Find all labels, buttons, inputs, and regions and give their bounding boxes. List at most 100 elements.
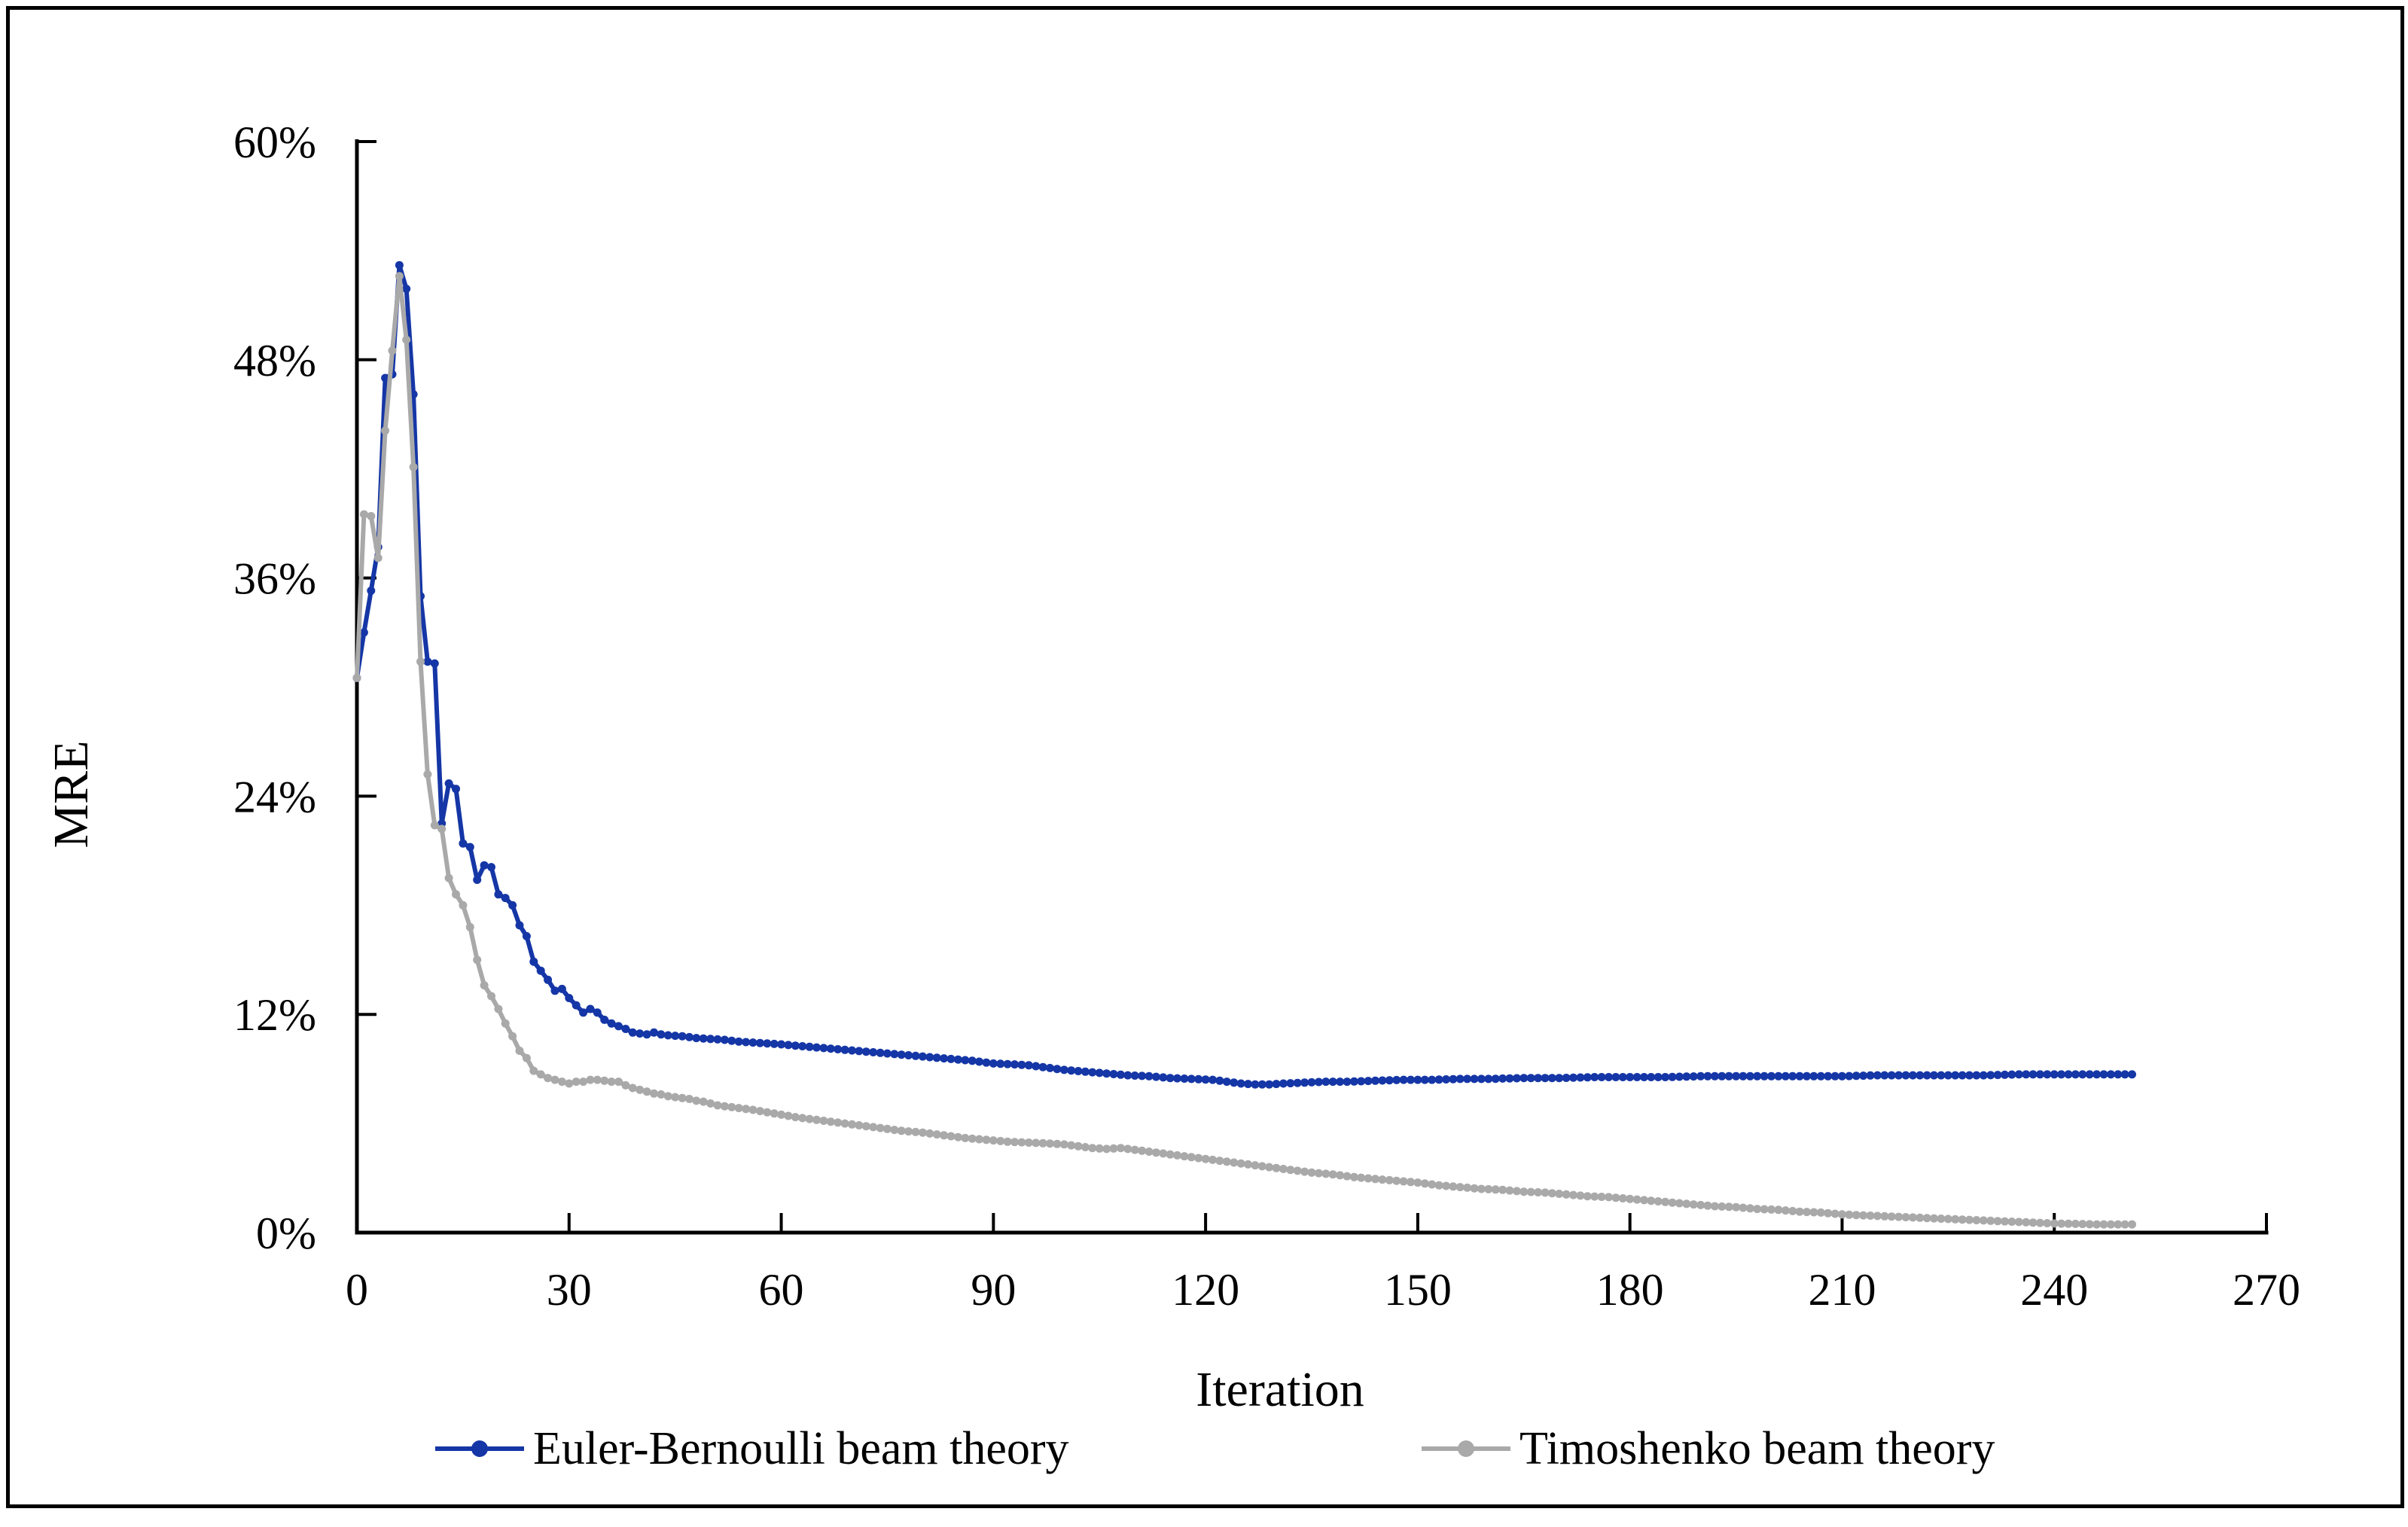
series-marker-timoshenko [1937,1215,1946,1223]
series-marker-timoshenko [607,1077,616,1087]
series-marker-timoshenko [834,1118,843,1127]
series-marker-euler-bernoulli [1922,1071,1931,1080]
series-marker-euler-bernoulli [1215,1076,1224,1085]
y-tick-label: 60% [233,117,316,167]
series-marker-euler-bernoulli [671,1032,680,1041]
series-marker-timoshenko [904,1127,913,1136]
series-marker-euler-bernoulli [1180,1074,1189,1083]
series-marker-timoshenko [1151,1148,1160,1157]
series-marker-euler-bernoulli [1753,1071,1762,1080]
series-line-euler-bernoulli [355,263,2135,1087]
series-marker-euler-bernoulli [1130,1071,1139,1080]
series-marker-timoshenko [1512,1187,1521,1196]
series-marker-euler-bernoulli [2022,1070,2031,1079]
series-marker-timoshenko [565,1079,574,1088]
series-marker-timoshenko [1647,1196,1656,1205]
series-marker-timoshenko [423,770,432,779]
series-marker-euler-bernoulli [2001,1070,2009,1079]
series-marker-euler-bernoulli [1046,1063,1054,1072]
series-marker-euler-bernoulli [1837,1071,1846,1080]
series-marker-timoshenko [911,1127,920,1136]
series-marker-euler-bernoulli [1364,1077,1373,1086]
series-marker-timoshenko [473,956,482,965]
series-marker-euler-bernoulli [2043,1070,2052,1079]
series-marker-euler-bernoulli [2120,1070,2129,1079]
series-marker-euler-bernoulli [1809,1071,1818,1080]
series-marker-euler-bernoulli [1845,1071,1854,1080]
series-marker-timoshenko [1343,1172,1352,1181]
series-marker-euler-bernoulli [1569,1073,1577,1082]
series-marker-euler-bernoulli [2035,1070,2044,1079]
series-marker-euler-bernoulli [953,1055,962,1064]
series-marker-euler-bernoulli [2099,1070,2108,1079]
series-marker-timoshenko [1972,1216,1981,1224]
series-marker-euler-bernoulli [1187,1074,1196,1084]
series-marker-timoshenko [1194,1154,1203,1163]
series-marker-euler-bernoulli [699,1034,708,1043]
series-marker-euler-bernoulli [650,1028,658,1037]
series-marker-timoshenko [1328,1170,1337,1179]
y-tick-label: 48% [233,336,316,386]
series-marker-euler-bernoulli [508,901,517,910]
series-marker-timoshenko [1922,1214,1931,1223]
series-marker-timoshenko [1901,1213,1910,1221]
series-marker-euler-bernoulli [1816,1071,1825,1080]
series-marker-timoshenko [2093,1220,2102,1229]
series-marker-euler-bernoulli [494,890,503,899]
series-marker-euler-bernoulli [876,1048,885,1057]
x-tick-label: 0 [346,1265,368,1315]
series-marker-euler-bernoulli [1116,1070,1125,1079]
series-marker-timoshenko [1102,1144,1111,1154]
series-marker-euler-bernoulli [607,1019,616,1028]
series-marker-euler-bernoulli [1088,1068,1097,1077]
series-marker-timoshenko [1583,1192,1592,1201]
series-marker-timoshenko [1477,1184,1486,1193]
series-marker-timoshenko [409,462,418,471]
series-marker-timoshenko [861,1122,870,1131]
series-marker-euler-bernoulli [975,1057,983,1066]
series-marker-euler-bernoulli [1209,1075,1217,1084]
series-marker-timoshenko [1555,1190,1564,1198]
series-marker-euler-bernoulli [501,894,510,903]
series-marker-timoshenko [742,1105,751,1114]
series-marker-timoshenko [706,1099,715,1108]
series-marker-euler-bernoulli [1887,1071,1896,1080]
series-marker-euler-bernoulli [819,1044,828,1053]
series-marker-euler-bernoulli [784,1041,793,1050]
series-marker-euler-bernoulli [1428,1075,1437,1084]
series-marker-euler-bernoulli [770,1039,779,1048]
series-marker-euler-bernoulli [1937,1071,1946,1080]
series-marker-timoshenko [2043,1219,2052,1227]
series-marker-timoshenko [1434,1181,1443,1190]
series-marker-timoshenko [1187,1153,1196,1162]
series-marker-timoshenko [2064,1219,2073,1228]
series-marker-euler-bernoulli [1314,1077,1323,1087]
series-marker-timoshenko [508,1032,517,1041]
series-marker-euler-bernoulli [1958,1071,1967,1080]
series-marker-euler-bernoulli [834,1045,843,1053]
series-marker-euler-bernoulli [1774,1071,1783,1080]
series-marker-timoshenko [1455,1183,1465,1192]
series-marker-timoshenko [1979,1216,1988,1225]
series-marker-timoshenko [1760,1205,1769,1214]
series-marker-euler-bernoulli [1067,1066,1076,1075]
series-marker-timoshenko [642,1087,651,1096]
series-marker-euler-bernoulli [897,1050,906,1059]
series-marker-euler-bernoulli [480,861,489,870]
series-marker-euler-bernoulli [642,1030,651,1039]
series-marker-euler-bernoulli [840,1045,849,1054]
series-marker-euler-bernoulli [1519,1074,1529,1083]
x-tick-label: 270 [2233,1265,2300,1315]
series-marker-euler-bernoulli [1336,1077,1345,1087]
series-marker-timoshenko [791,1113,800,1122]
series-marker-euler-bernoulli [614,1022,623,1031]
series-marker-euler-bernoulli [1145,1071,1154,1080]
series-marker-euler-bernoulli [1562,1074,1571,1082]
series-marker-euler-bernoulli [1236,1079,1245,1088]
series-marker-timoshenko [1965,1215,1974,1224]
series-marker-timoshenko [2057,1219,2066,1228]
series-marker-timoshenko [2029,1218,2038,1227]
series-marker-euler-bernoulli [1689,1072,1698,1081]
series-marker-timoshenko [367,512,376,520]
